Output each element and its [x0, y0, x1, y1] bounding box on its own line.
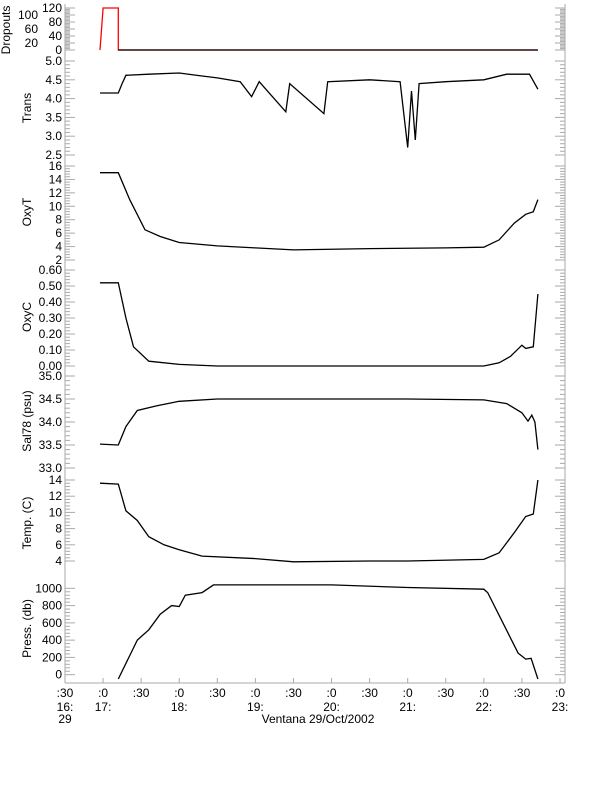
x-tick-hour-label: 18: — [171, 700, 188, 714]
x-axis-title: Ventana 29/Oct/2002 — [262, 712, 375, 726]
y-tick-label: 14 — [49, 172, 63, 186]
y-axis-label: Trans — [20, 93, 34, 123]
y-tick-label: 0.50 — [39, 279, 63, 293]
y-tick-label: 20 — [25, 36, 39, 50]
panel-oxyc: 0.00 0.10 0.20 0.30 0.40 0.50 0.60 OxyC — [20, 263, 566, 373]
x-tick-minute-label: :0 — [327, 686, 337, 700]
y-tick-label: 2 — [55, 253, 62, 267]
x-tick-minute-label: :30 — [361, 686, 378, 700]
y-tick-label: 34.5 — [39, 392, 63, 406]
series-raw — [99, 7, 538, 51]
panel-trans: 2.5 3.0 3.5 4.0 4.5 5.0 Trans — [20, 54, 566, 162]
x-day-label: 29 — [58, 712, 72, 726]
y-tick-label: 4.0 — [45, 92, 62, 106]
y-tick-label: 6 — [55, 538, 62, 552]
y-tick-label: 34.0 — [39, 415, 63, 429]
series-data — [99, 479, 539, 563]
x-tick-minute-label: :0 — [479, 686, 489, 700]
series-data — [99, 398, 539, 450]
x-tick-minute-label: :0 — [403, 686, 413, 700]
y-axis-label: Sal78 (psu) — [20, 390, 34, 451]
y-tick-label: 0 — [55, 668, 62, 682]
y-tick-label: 5.0 — [45, 54, 62, 68]
y-tick-label: 12 — [49, 489, 63, 503]
y-tick-label: 4 — [55, 240, 62, 254]
panel-temp-c-: 4 6 8 10 12 14 Temp. (C) — [20, 472, 566, 574]
y-tick-label: 35.0 — [39, 369, 63, 383]
y-tick-label: 400 — [42, 633, 62, 647]
y-tick-label: 12 — [49, 186, 63, 200]
x-tick-hour-label: 23: — [552, 700, 569, 714]
y-tick-label: 4 — [55, 554, 62, 568]
x-tick-minute-label: :0 — [555, 686, 565, 700]
y-tick-label: 100 — [18, 8, 38, 22]
x-tick-hour-label: 16: — [57, 700, 74, 714]
y-axis-label: Press. (db) — [20, 599, 34, 658]
x-tick-minute-label: :30 — [514, 686, 531, 700]
y-tick-label: 0.10 — [39, 343, 63, 357]
x-tick-minute-label: :30 — [133, 686, 150, 700]
x-tick-minute-label: :0 — [98, 686, 108, 700]
x-tick-minute-label: :30 — [57, 686, 74, 700]
y-tick-label: 120 — [42, 1, 62, 15]
y-tick-label: 3.5 — [45, 110, 62, 124]
y-tick-label: 0.20 — [39, 327, 63, 341]
series-data — [100, 282, 539, 367]
x-tick-hour-label: 21: — [399, 700, 416, 714]
series-data — [117, 584, 539, 680]
x-tick-minute-label: :30 — [209, 686, 226, 700]
y-tick-label: 40 — [49, 29, 63, 43]
y-tick-label: 2.5 — [45, 148, 62, 162]
panel-dropouts: 0 20 40 60 80 100 120 Dropouts — [0, 1, 566, 57]
x-tick-minute-label: :0 — [250, 686, 260, 700]
y-tick-label: 1000 — [35, 581, 62, 595]
x-tick-hour-label: 22: — [476, 700, 493, 714]
y-axis-label: OxyC — [20, 302, 34, 332]
x-tick-hour-label: 20: — [323, 700, 340, 714]
y-tick-label: 0 — [55, 43, 62, 57]
y-tick-label: 8 — [55, 213, 62, 227]
y-tick-label: 10 — [49, 199, 63, 213]
y-tick-label: 33.0 — [39, 461, 63, 475]
y-axis-label: OxyT — [20, 197, 34, 226]
y-tick-label: 8 — [55, 522, 62, 536]
y-tick-label: 6 — [55, 226, 62, 240]
y-tick-label: 0.30 — [39, 311, 63, 325]
x-axis: :3016::017::30:018::30:019::30:020::30:0… — [57, 678, 569, 726]
x-tick-minute-label: :0 — [174, 686, 184, 700]
y-tick-label: 600 — [42, 616, 62, 630]
y-tick-label: 800 — [42, 599, 62, 613]
y-tick-label: 33.5 — [39, 438, 63, 452]
y-tick-label: 200 — [42, 650, 62, 664]
x-tick-minute-label: :30 — [437, 686, 454, 700]
y-tick-label: 0.60 — [39, 263, 63, 277]
x-tick-minute-label: :30 — [285, 686, 302, 700]
panel-sal78-psu-: 33.0 33.5 34.0 34.5 35.0 Sal78 (psu) — [20, 369, 566, 475]
y-tick-label: 0.40 — [39, 295, 63, 309]
series-data — [100, 172, 539, 251]
y-tick-label: 0.00 — [39, 359, 63, 373]
y-axis-label: Temp. (C) — [20, 497, 34, 550]
y-tick-label: 16 — [49, 159, 63, 173]
y-axis-label: Dropouts — [0, 6, 13, 55]
y-tick-label: 4.5 — [45, 73, 62, 87]
x-tick-hour-label: 17: — [95, 700, 112, 714]
y-tick-label: 10 — [49, 505, 63, 519]
y-tick-label: 3.0 — [45, 129, 62, 143]
y-tick-label: 80 — [49, 15, 63, 29]
y-tick-label: 14 — [49, 473, 63, 487]
series-data — [100, 72, 539, 148]
x-tick-hour-label: 19: — [247, 700, 264, 714]
y-tick-label: 60 — [25, 22, 39, 36]
